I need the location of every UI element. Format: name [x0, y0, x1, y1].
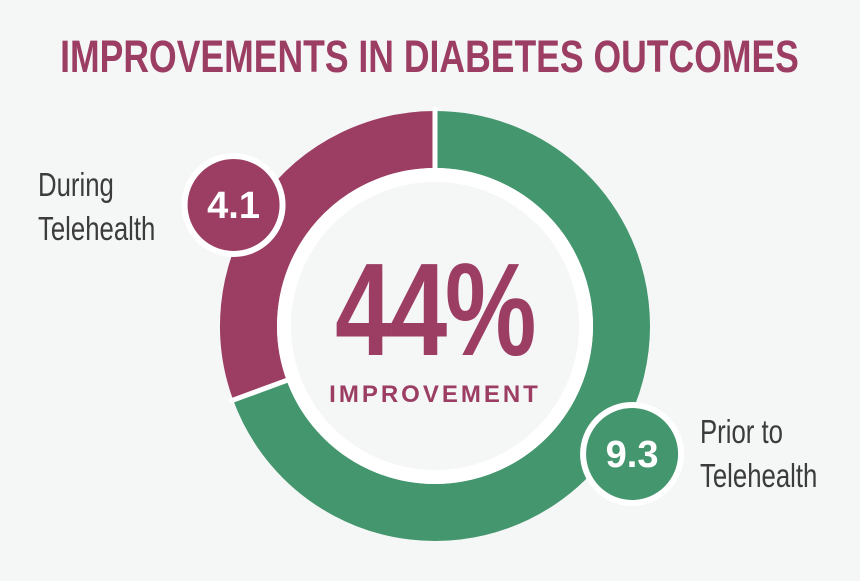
badge-value-prior-to-telehealth: 9.3	[606, 434, 659, 476]
badge-during-telehealth	[181, 152, 286, 257]
badge-value-during-telehealth: 4.1	[207, 185, 260, 227]
label-line-1: Prior to	[700, 413, 783, 450]
label-prior-telehealth: Prior to Telehealth	[700, 410, 817, 498]
donut-inner-white-ring	[277, 168, 593, 484]
chart-title: IMPROVEMENTS IN DIABETES OUTCOMES	[60, 31, 800, 82]
label-line-2: Telehealth	[700, 457, 818, 494]
label-during-telehealth: During Telehealth	[38, 163, 155, 251]
label-line-2: Telehealth	[38, 210, 156, 247]
label-line-1: During	[38, 166, 114, 203]
badge-prior-to-telehealth	[580, 401, 685, 506]
title-row: IMPROVEMENTS IN DIABETES OUTCOMES	[0, 34, 860, 80]
segment-separator	[228, 374, 296, 404]
